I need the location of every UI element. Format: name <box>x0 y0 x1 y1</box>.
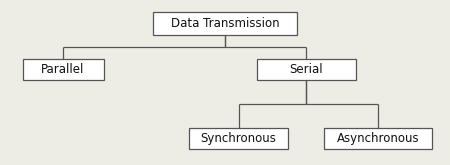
FancyBboxPatch shape <box>153 12 297 35</box>
FancyBboxPatch shape <box>324 128 432 149</box>
Text: Data Transmission: Data Transmission <box>171 17 279 30</box>
Text: Parallel: Parallel <box>41 63 85 76</box>
Text: Serial: Serial <box>289 63 323 76</box>
Text: Asynchronous: Asynchronous <box>337 132 419 145</box>
FancyBboxPatch shape <box>256 59 356 80</box>
Text: Synchronous: Synchronous <box>201 132 276 145</box>
FancyBboxPatch shape <box>189 128 288 149</box>
FancyBboxPatch shape <box>22 59 104 80</box>
